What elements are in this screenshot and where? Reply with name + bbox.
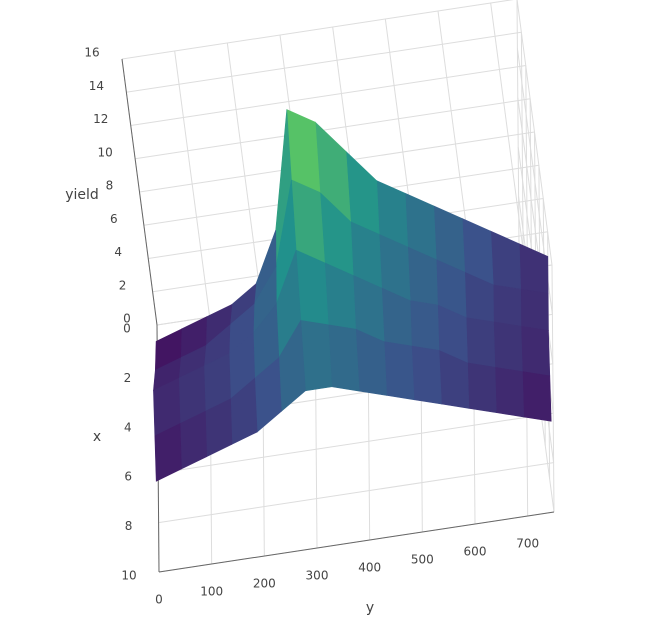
surface-patch — [490, 230, 522, 290]
surface-patch — [154, 423, 182, 482]
z-tick-label: 10 — [97, 145, 112, 159]
surface-patch — [492, 284, 522, 327]
z-tick-label: 14 — [89, 79, 104, 93]
y-tick-label: 600 — [464, 545, 487, 559]
axis-line — [158, 511, 555, 573]
surface-patch — [383, 341, 415, 401]
grid-line — [135, 98, 531, 160]
y-tick-label: 700 — [516, 537, 539, 551]
x-tick-label: 0 — [123, 322, 131, 336]
x-axis-title: x — [93, 429, 101, 445]
z-tick-label: 2 — [119, 278, 127, 292]
z-tick-label: 0 — [123, 312, 131, 326]
z-tick-label: 8 — [106, 179, 114, 193]
x-tick-label: 8 — [125, 519, 133, 533]
surface-patch — [411, 345, 442, 405]
surface-patch — [520, 288, 549, 331]
surface-patch — [467, 362, 497, 414]
surface-patch — [494, 366, 525, 418]
grid-line — [516, 0, 520, 247]
surface-patch — [522, 371, 552, 422]
y-tick-label: 500 — [411, 553, 434, 567]
surface-patch — [327, 324, 360, 392]
grid-line — [158, 412, 554, 474]
grid-line — [130, 65, 526, 126]
grid-line — [520, 32, 524, 280]
grid-line — [126, 31, 522, 93]
x-tick-label: 10 — [121, 569, 136, 583]
surface-patch — [300, 320, 333, 392]
axis-line — [121, 58, 158, 326]
x-tick-label: 2 — [124, 371, 132, 385]
y-tick-label: 100 — [200, 585, 223, 599]
surface-patch — [409, 300, 440, 351]
x-tick-label: 4 — [124, 420, 132, 434]
z-tick-label: 6 — [110, 212, 118, 226]
y-tick-label: 200 — [253, 577, 276, 591]
surface-patch — [520, 325, 551, 377]
y-tick-label: 0 — [155, 593, 163, 607]
x-tick-label: 6 — [124, 470, 132, 484]
grid-line — [121, 0, 514, 60]
y-axis-title: y — [366, 600, 374, 616]
z-tick-label: 16 — [84, 46, 99, 60]
grid-line — [158, 462, 554, 524]
surface-patch — [465, 317, 496, 368]
y-tick-label: 400 — [358, 561, 381, 575]
y-tick-label: 300 — [306, 569, 329, 583]
surface-patch — [493, 321, 523, 372]
z-axis-title: yield — [65, 187, 99, 203]
z-tick-label: 4 — [114, 245, 122, 259]
grid-line — [551, 264, 555, 513]
z-tick-label: 12 — [93, 112, 108, 126]
